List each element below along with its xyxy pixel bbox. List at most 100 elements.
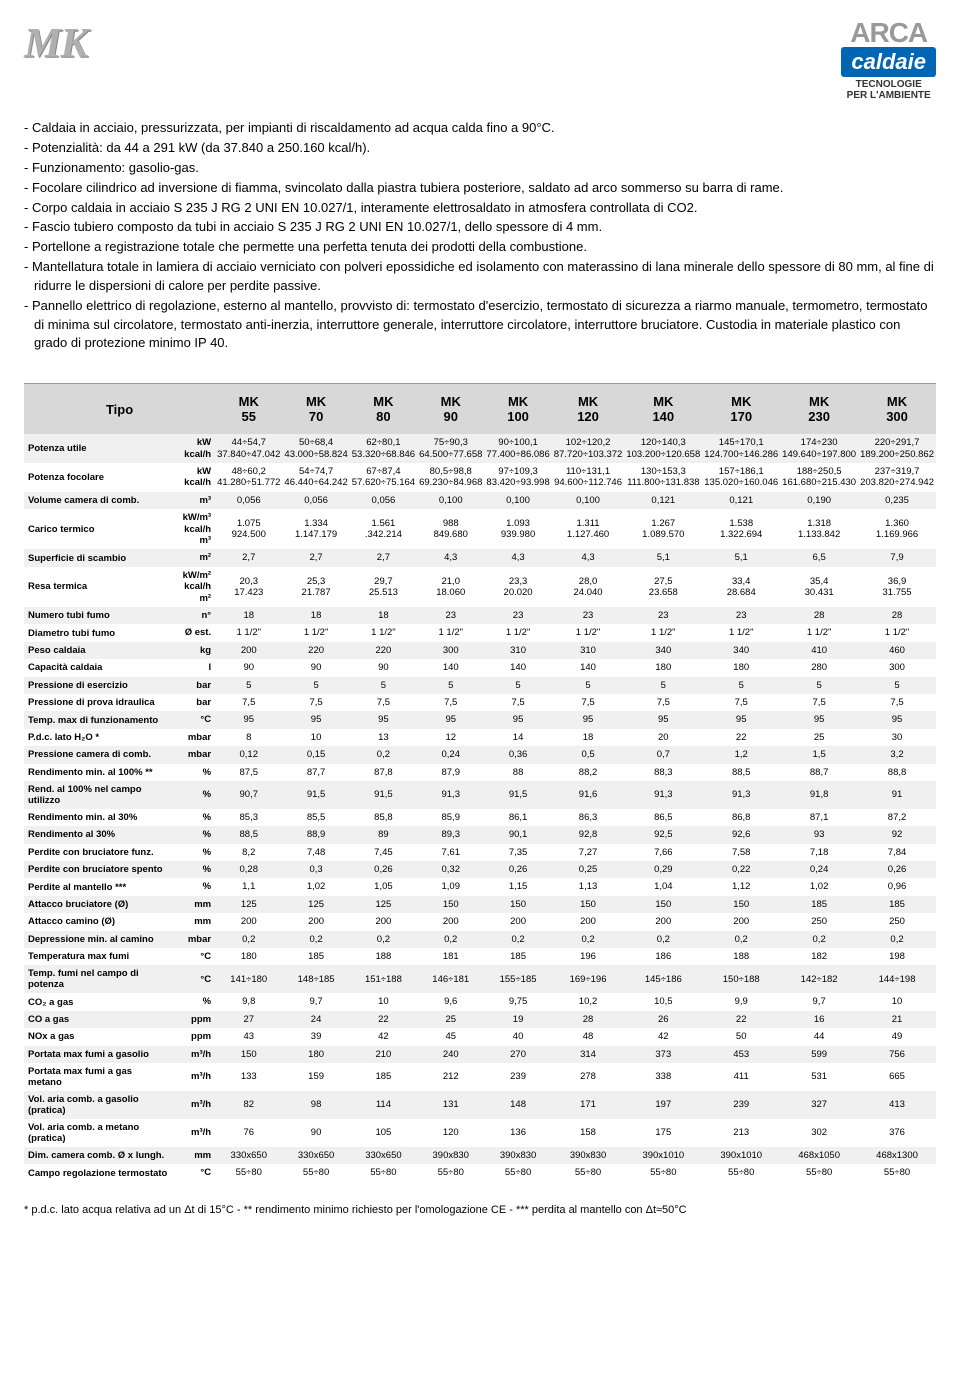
cell-value: 185	[484, 948, 551, 965]
cell-value: 300	[417, 642, 484, 659]
cell-value: 1 1/2"	[350, 624, 417, 641]
cell-value: 148÷185	[282, 965, 349, 993]
table-row: Potenza utilekWkcal/h44÷54,737.840÷47.04…	[24, 434, 936, 463]
table-row: Resa termicakW/m²kcal/h m²20,317.42325,3…	[24, 567, 936, 607]
brand-logo: ARCA caldaie TECNOLOGIEPER L'AMBIENTE	[841, 20, 936, 101]
cell-value: 12	[417, 729, 484, 746]
cell-value: 7,5	[624, 694, 702, 711]
cell-value: 98	[282, 1091, 349, 1119]
cell-value: 373	[624, 1046, 702, 1063]
cell-value: 87,9	[417, 764, 484, 781]
cell-value: 150	[417, 896, 484, 913]
cell-value: 220÷291,7189.200÷250.862	[858, 434, 936, 463]
cell-value: 44÷54,737.840÷47.042	[215, 434, 282, 463]
cell-value: 1.093939.980	[484, 509, 551, 549]
cell-value: 7,5	[417, 694, 484, 711]
row-label: Perdite al mantello ***	[24, 878, 170, 895]
cell-value: 0,2	[780, 931, 858, 948]
cell-value: 7,5	[484, 694, 551, 711]
cell-value: 0,32	[417, 861, 484, 878]
table-row: Rendimento min. al 100% **%87,587,787,88…	[24, 764, 936, 781]
cell-value: 24	[282, 1011, 349, 1028]
cell-value: 182	[780, 948, 858, 965]
cell-value: 91	[858, 781, 936, 809]
col-model: MK90	[417, 384, 484, 435]
cell-value: 28	[552, 1011, 625, 1028]
row-unit: m³/h	[170, 1046, 215, 1063]
cell-value: 48	[552, 1028, 625, 1045]
cell-value: 80,5÷98,869.230÷84.968	[417, 463, 484, 492]
cell-value: 270	[484, 1046, 551, 1063]
spec-table: TipoMK55MK70MK80MK90MK100MK120MK140MK170…	[24, 383, 936, 1181]
cell-value: 150÷188	[702, 965, 780, 993]
row-label: Peso caldaia	[24, 642, 170, 659]
cell-value: 200	[484, 913, 551, 930]
cell-value: 0,3	[282, 861, 349, 878]
cell-value: 0,28	[215, 861, 282, 878]
cell-value: 0,056	[350, 492, 417, 509]
cell-value: 0,26	[858, 861, 936, 878]
cell-value: 200	[350, 913, 417, 930]
cell-value: 92	[858, 826, 936, 843]
cell-value: 220	[282, 642, 349, 659]
cell-value: 90÷100,177.400÷86.086	[484, 434, 551, 463]
cell-value: 91,3	[624, 781, 702, 809]
cell-value: 87,7	[282, 764, 349, 781]
cell-value: 33,428.684	[702, 567, 780, 607]
cell-value: 8,2	[215, 844, 282, 861]
cell-value: 0,24	[417, 746, 484, 763]
row-label: Attacco bruciatore (Ø)	[24, 896, 170, 913]
cell-value: 198	[858, 948, 936, 965]
cell-value: 0,2	[484, 931, 551, 948]
cell-value: 180	[282, 1046, 349, 1063]
row-label: P.d.c. lato H₂O *	[24, 729, 170, 746]
cell-value: 95	[215, 711, 282, 728]
feature-item: - Mantellatura totale in lamiera di acci…	[24, 258, 936, 296]
row-unit: %	[170, 826, 215, 843]
cell-value: 87,2	[858, 809, 936, 826]
cell-value: 330x650	[215, 1147, 282, 1164]
cell-value: 28	[858, 607, 936, 624]
cell-value: 85,9	[417, 809, 484, 826]
cell-value: 50	[702, 1028, 780, 1045]
cell-value: 310	[552, 642, 625, 659]
row-label: Capacità caldaia	[24, 659, 170, 676]
cell-value: 3,2	[858, 746, 936, 763]
cell-value: 338	[624, 1063, 702, 1091]
feature-item: - Potenzialità: da 44 a 291 kW (da 37.84…	[24, 139, 936, 158]
cell-value: 114	[350, 1091, 417, 1119]
cell-value: 120÷140,3103.200÷120.658	[624, 434, 702, 463]
row-unit: mbar	[170, 931, 215, 948]
cell-value: 90	[282, 659, 349, 676]
cell-value: 87,1	[780, 809, 858, 826]
features-list: - Caldaia in acciaio, pressurizzata, per…	[24, 119, 936, 353]
table-row: NOx a gasppm43394245404842504449	[24, 1028, 936, 1045]
table-row: Temp. max di funzionamento°C959595959595…	[24, 711, 936, 728]
row-label: Numero tubi fumo	[24, 607, 170, 624]
logo-arca: ARCA	[841, 20, 936, 45]
cell-value: 97÷109,383.420÷93.998	[484, 463, 551, 492]
table-row: Depressione min. al caminombar0,20,20,20…	[24, 931, 936, 948]
cell-value: 89,3	[417, 826, 484, 843]
cell-value: 314	[552, 1046, 625, 1063]
cell-value: 180	[624, 659, 702, 676]
cell-value: 90	[350, 659, 417, 676]
table-row: Numero tubi fumon°18181823232323232828	[24, 607, 936, 624]
cell-value: 102÷120,287.720÷103.372	[552, 434, 625, 463]
cell-value: 0,29	[624, 861, 702, 878]
cell-value: 8	[215, 729, 282, 746]
cell-value: 19	[484, 1011, 551, 1028]
row-unit: °C	[170, 1164, 215, 1181]
cell-value: 2,7	[215, 549, 282, 566]
row-unit: %	[170, 861, 215, 878]
row-label: Vol. aria comb. a metano (pratica)	[24, 1119, 170, 1147]
col-model: MK170	[702, 384, 780, 435]
row-label: Diametro tubi fumo	[24, 624, 170, 641]
table-row: Pressione camera di comb.mbar0,120,150,2…	[24, 746, 936, 763]
cell-value: 186	[624, 948, 702, 965]
cell-value: 0,24	[780, 861, 858, 878]
logo-caldaie: caldaie	[841, 47, 936, 77]
cell-value: 150	[702, 896, 780, 913]
cell-value: 26	[624, 1011, 702, 1028]
cell-value: 1.3341.147.179	[282, 509, 349, 549]
